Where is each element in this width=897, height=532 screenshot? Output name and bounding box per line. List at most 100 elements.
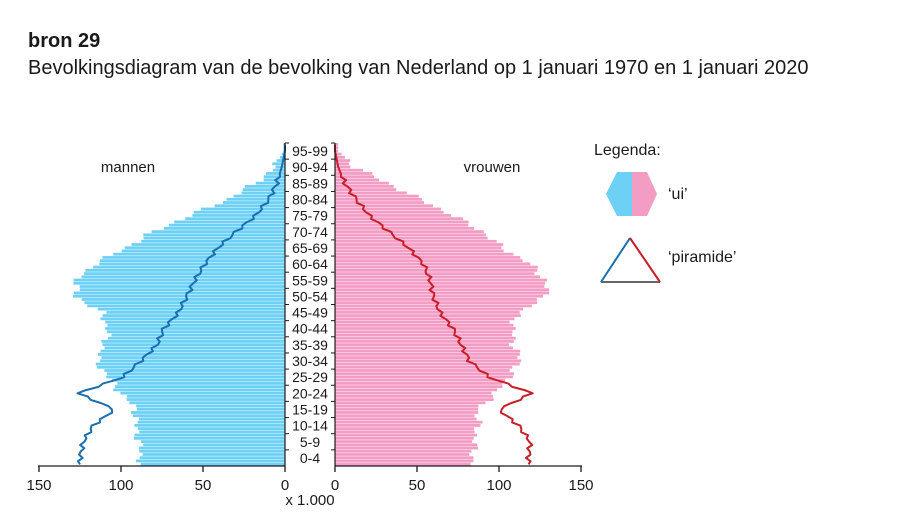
men-bar-age-6 xyxy=(143,443,285,447)
men-bar-age-57 xyxy=(73,278,286,282)
women-bar-age-56 xyxy=(335,281,546,285)
men-bar-age-9 xyxy=(134,433,285,437)
men-bar-age-7 xyxy=(141,440,285,443)
women-bar-age-47 xyxy=(335,310,520,314)
women-bar-age-32 xyxy=(335,359,522,363)
men-bar-age-90 xyxy=(265,172,285,175)
age-group-label: 35-39 xyxy=(292,337,328,353)
men-bar-age-71 xyxy=(143,233,285,237)
women-bar-age-25 xyxy=(335,382,503,385)
women-bar-age-84 xyxy=(335,191,407,195)
women-bar-age-22 xyxy=(335,391,492,395)
women-bar-age-52 xyxy=(335,294,543,298)
women-bar-age-66 xyxy=(335,249,504,253)
right-tick-label-3: 150 xyxy=(568,477,593,494)
men-bar-age-44 xyxy=(105,320,286,324)
men-bar-age-31 xyxy=(95,362,285,366)
men-bar-age-83 xyxy=(233,194,285,198)
women-bar-age-96 xyxy=(335,152,342,156)
men-bar-age-62 xyxy=(99,262,285,266)
left-tick-label-2: 50 xyxy=(195,477,212,494)
men-bar-age-60 xyxy=(85,268,285,272)
women-bar-age-33 xyxy=(335,356,518,359)
women-bar-age-17 xyxy=(335,407,478,411)
women-bar-age-36 xyxy=(335,346,513,350)
ui-hexagon-blue-half xyxy=(606,172,632,216)
women-bar-age-41 xyxy=(335,330,513,334)
men-bar-age-84 xyxy=(241,191,285,195)
men-bar-age-67 xyxy=(124,246,285,250)
men-bar-age-89 xyxy=(263,175,285,179)
men-bar-age-5 xyxy=(139,446,285,450)
men-bar-age-95 xyxy=(280,155,285,159)
age-group-label: 30-34 xyxy=(292,353,328,369)
women-bar-age-79 xyxy=(335,207,442,211)
women-bar-age-5 xyxy=(335,446,479,450)
labels-group: 0-45-910-1415-1920-2425-2930-3435-3940-4… xyxy=(101,143,520,466)
men-bar-age-42 xyxy=(105,327,285,330)
women-bar-age-92 xyxy=(335,165,351,169)
men-bar-age-79 xyxy=(200,207,285,211)
men-bar-age-16 xyxy=(130,411,285,414)
right-tick-label-1: 50 xyxy=(409,477,426,494)
women-bar-age-58 xyxy=(335,275,540,279)
women-bar-age-80 xyxy=(335,204,434,208)
men-bar-age-4 xyxy=(139,449,285,453)
women-label: vrouwen xyxy=(464,159,521,176)
men-bar-age-48 xyxy=(97,307,285,311)
women-bar-age-63 xyxy=(335,259,523,263)
women-bar-age-37 xyxy=(335,343,509,347)
age-group-label: 55-59 xyxy=(292,272,328,288)
chart-description: Bevolkingsdiagram van de bevolking van N… xyxy=(28,57,809,79)
women-bar-age-0 xyxy=(335,462,471,466)
women-bars-group xyxy=(335,143,550,466)
left-tick-label-3: 0 xyxy=(281,477,289,494)
women-bar-age-98 xyxy=(335,146,339,150)
legend-ui-label: ‘ui’ xyxy=(668,186,688,203)
women-bar-age-88 xyxy=(335,178,380,182)
women-bar-age-94 xyxy=(335,159,351,162)
women-bar-age-29 xyxy=(335,369,510,372)
men-bar-age-18 xyxy=(136,404,285,408)
men-bar-age-56 xyxy=(73,281,286,285)
men-bar-age-69 xyxy=(141,239,285,243)
age-group-label: 70-74 xyxy=(292,224,328,240)
women-bar-age-91 xyxy=(335,168,364,172)
women-bar-age-21 xyxy=(335,394,493,398)
men-bar-age-22 xyxy=(120,391,286,395)
men-bar-age-2 xyxy=(139,456,285,460)
men-bar-age-61 xyxy=(93,265,285,269)
women-bar-age-57 xyxy=(335,278,548,282)
men-bar-age-15 xyxy=(133,414,285,418)
men-bar-age-86 xyxy=(244,184,285,188)
men-bar-age-68 xyxy=(131,243,285,246)
men-bar-age-52 xyxy=(73,294,285,298)
age-group-label: 50-54 xyxy=(292,288,328,304)
women-bar-age-77 xyxy=(335,214,451,217)
women-bar-age-71 xyxy=(335,233,486,237)
women-bar-age-38 xyxy=(335,340,514,343)
women-bar-age-11 xyxy=(335,427,474,431)
men-bar-age-92 xyxy=(275,165,285,169)
women-bar-age-2 xyxy=(335,456,474,460)
age-group-label: 45-49 xyxy=(292,305,328,321)
women-bar-age-9 xyxy=(335,433,478,437)
women-bar-age-99 xyxy=(335,143,339,146)
women-bar-age-86 xyxy=(335,184,394,188)
men-bar-age-49 xyxy=(87,304,285,308)
men-bar-age-47 xyxy=(106,310,285,314)
men-bar-age-12 xyxy=(134,424,285,427)
women-bar-age-42 xyxy=(335,327,516,330)
men-bar-age-81 xyxy=(222,201,285,204)
men-bar-age-43 xyxy=(107,323,285,327)
women-bar-age-1 xyxy=(335,459,474,463)
women-bar-age-76 xyxy=(335,217,464,221)
men-bar-age-59 xyxy=(84,272,285,275)
women-bar-age-13 xyxy=(335,420,483,424)
women-bar-age-6 xyxy=(335,443,478,447)
men-bar-age-25 xyxy=(117,382,285,385)
age-group-label: 40-44 xyxy=(292,321,328,337)
men-bar-age-19 xyxy=(129,401,285,405)
men-bar-age-77 xyxy=(192,214,285,217)
